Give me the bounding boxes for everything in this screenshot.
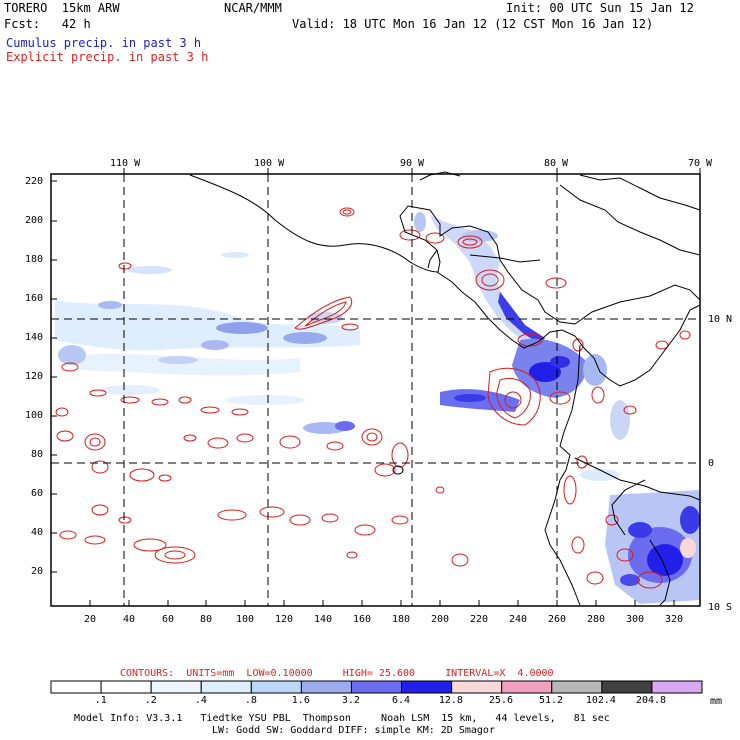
physics-info: LW: Godd SW: Goddard DIFF: simple KM: 2D… — [212, 725, 495, 736]
y-tick-160: 160 — [25, 293, 44, 304]
colorbar-cell — [551, 680, 603, 694]
x-tick-160: 160 — [353, 614, 372, 625]
x-tick-120: 120 — [275, 614, 294, 625]
lon-label-100w: 100 W — [254, 158, 285, 169]
lon-label-70w: 70 W — [688, 158, 713, 169]
legend-explicit: Explicit precip. in past 3 h — [6, 50, 209, 64]
x-tick-300: 300 — [626, 614, 645, 625]
y-tick-200: 200 — [25, 215, 44, 226]
x-tick-60: 60 — [162, 614, 175, 625]
init-time: Init: 00 UTC Sun 15 Jan 12 — [506, 1, 694, 15]
colorbar-cell — [451, 680, 503, 694]
colorbar-cell — [401, 680, 453, 694]
x-tick-80: 80 — [200, 614, 213, 625]
bottom-ticks — [89, 600, 675, 606]
colorbar-label: 6.4 — [391, 695, 410, 706]
colorbar-cell — [250, 680, 302, 694]
model-title: TORERO 15km ARW — [4, 1, 120, 15]
lon-label-90w: 90 W — [400, 158, 425, 169]
colorbar-label: 102.4 — [585, 695, 616, 706]
colorbar-cell — [501, 680, 553, 694]
x-tick-220: 220 — [470, 614, 489, 625]
x-tick-320: 320 — [665, 614, 684, 625]
x-tick-200: 200 — [431, 614, 450, 625]
x-tick-40: 40 — [123, 614, 136, 625]
colorbar-unit: mm — [710, 696, 723, 707]
explicit-precip-contours — [55, 207, 691, 589]
x-tick-140: 140 — [314, 614, 333, 625]
colorbar-cell — [300, 680, 352, 694]
x-tick-20: 20 — [84, 614, 97, 625]
colorbar-label: 51.2 — [538, 695, 564, 706]
y-tick-20: 20 — [31, 566, 44, 577]
y-tick-220: 220 — [25, 176, 44, 187]
contours-info: CONTOURS: UNITS=mm LOW=0.10000 HIGH= 25.… — [120, 668, 554, 679]
colorbar-cell — [150, 680, 202, 694]
colorbar-cell — [651, 680, 703, 694]
y-tick-80: 80 — [31, 449, 44, 460]
org-label: NCAR/MMM — [224, 1, 282, 15]
colorbar-cell — [350, 680, 403, 694]
y-tick-180: 180 — [25, 254, 44, 265]
colorbar-cell — [200, 680, 252, 694]
y-tick-60: 60 — [31, 488, 44, 499]
model-info: Model Info: V3.3.1 Tiedtke YSU PBL Thomp… — [74, 713, 610, 724]
legend-cumulus: Cumulus precip. in past 3 h — [6, 36, 202, 50]
colorbar-cell — [50, 680, 102, 694]
colorbar-label: 25.6 — [488, 695, 513, 706]
x-tick-260: 260 — [548, 614, 567, 625]
colorbar-label: 204.8 — [635, 695, 667, 706]
y-tick-140: 140 — [25, 332, 44, 343]
x-tick-240: 240 — [509, 614, 528, 625]
lat-label-0: 0 — [708, 458, 715, 469]
colorbar-label: 1.6 — [291, 695, 310, 706]
lat-label-10s: 10 S — [708, 602, 733, 613]
lon-label-80w: 80 W — [544, 158, 569, 169]
colorbar-label: .2 — [144, 695, 157, 706]
valid-time: Valid: 18 UTC Mon 16 Jan 12 (12 CST Mon … — [292, 17, 654, 31]
colorbar-label: 12.8 — [438, 695, 463, 706]
x-tick-180: 180 — [392, 614, 411, 625]
forecast-hour: Fcst: 42 h — [4, 17, 91, 31]
y-tick-120: 120 — [25, 371, 44, 382]
colorbar-label: .8 — [244, 695, 257, 706]
colorbar-label: 3.2 — [341, 695, 360, 706]
colorbar-label: .1 — [94, 695, 107, 706]
map-frame — [50, 168, 701, 607]
lon-label-110w: 110 W — [110, 158, 141, 169]
x-tick-280: 280 — [587, 614, 606, 625]
left-ticks — [51, 180, 57, 573]
colorbar-cell — [100, 680, 152, 694]
colorbar-label: .4 — [194, 695, 207, 706]
y-tick-40: 40 — [31, 527, 44, 538]
cumulus-precip-field — [55, 212, 700, 604]
y-tick-100: 100 — [25, 410, 44, 421]
colorbar-cell — [601, 680, 653, 694]
lat-label-10n: 10 N — [708, 314, 733, 325]
x-tick-100: 100 — [236, 614, 255, 625]
